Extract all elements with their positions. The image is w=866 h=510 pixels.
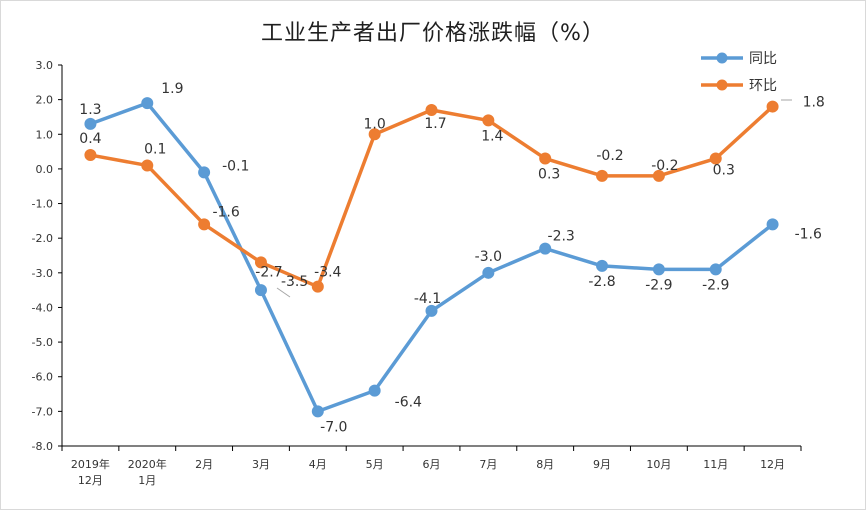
leader-line <box>276 287 291 298</box>
data-point <box>84 117 97 130</box>
data-point <box>254 284 267 297</box>
data-label: -0.2 <box>596 148 623 164</box>
data-label: 0.1 <box>144 141 166 157</box>
legend-label: 环比 <box>749 78 777 94</box>
data-point <box>596 169 609 182</box>
data-label: -3.4 <box>314 265 341 281</box>
y-tick-label: -3.0 <box>32 267 53 280</box>
y-tick-label: -8.0 <box>32 440 53 453</box>
data-label: -2.8 <box>588 274 615 290</box>
x-tick-label: 11月 <box>703 458 728 471</box>
x-tick-label: 12月 <box>78 474 103 487</box>
y-tick-label: -4.0 <box>32 301 53 314</box>
data-label: -0.2 <box>651 158 678 174</box>
x-tick-label: 3月 <box>252 458 270 471</box>
data-label: 1.3 <box>79 102 101 118</box>
data-label: 0.3 <box>713 163 735 179</box>
data-label: 1.8 <box>803 95 825 111</box>
y-tick-label: -1.0 <box>32 198 53 211</box>
data-point <box>482 114 495 127</box>
data-label: -1.6 <box>212 204 239 220</box>
data-point <box>652 263 665 276</box>
data-point <box>709 152 722 165</box>
data-point <box>425 104 438 117</box>
chart-title: 工业生产者出厂价格涨跌幅（%） <box>261 21 605 46</box>
y-tick-label: 0.0 <box>36 163 54 176</box>
x-tick-label: 5月 <box>366 458 384 471</box>
data-label: -2.7 <box>255 264 282 280</box>
data-label: -7.0 <box>320 419 347 435</box>
data-point <box>368 384 381 397</box>
x-tick-label: 1月 <box>138 474 156 487</box>
y-tick-label: 3.0 <box>36 59 54 72</box>
data-point <box>596 259 609 272</box>
data-point <box>311 405 324 418</box>
data-label: -2.9 <box>702 277 729 293</box>
x-tick-label: 2020年 <box>128 457 167 471</box>
y-tick-label: 2.0 <box>36 94 54 107</box>
data-point <box>425 304 438 317</box>
legend-label: 同比 <box>749 51 777 67</box>
data-point <box>709 263 722 276</box>
data-point <box>652 169 665 182</box>
x-tick-label: 6月 <box>423 458 441 471</box>
x-tick-label: 10月 <box>646 458 671 471</box>
x-tick-label: 7月 <box>479 458 497 471</box>
data-label: 1.7 <box>424 116 446 132</box>
x-tick-label: 12月 <box>760 458 785 471</box>
data-label: -0.1 <box>222 158 249 174</box>
data-point <box>311 280 324 293</box>
data-label: -2.9 <box>645 277 672 293</box>
legend-marker <box>716 79 728 91</box>
data-point <box>84 149 97 162</box>
data-label: -6.4 <box>395 395 422 411</box>
x-tick-label: 2月 <box>195 458 213 471</box>
y-tick-label: -7.0 <box>32 405 53 418</box>
data-point <box>368 128 381 141</box>
y-tick-label: 1.0 <box>36 128 54 141</box>
data-point <box>198 218 211 231</box>
y-tick-label: -6.0 <box>32 371 53 384</box>
data-point <box>198 166 211 179</box>
data-label: 1.4 <box>481 128 503 144</box>
data-label: 1.9 <box>161 81 183 97</box>
series-line-0 <box>89 101 774 414</box>
data-point <box>539 242 552 255</box>
data-point <box>141 159 154 172</box>
data-label: 0.3 <box>538 167 560 183</box>
y-tick-label: -5.0 <box>32 336 53 349</box>
data-point <box>141 97 154 110</box>
data-label: -4.1 <box>414 291 441 307</box>
data-point <box>539 152 552 165</box>
y-tick-label: -2.0 <box>32 232 53 245</box>
x-tick-label: 2019年 <box>71 457 110 471</box>
data-label: -1.6 <box>795 226 822 242</box>
series-line-1 <box>90 105 774 289</box>
legend-marker <box>716 52 728 64</box>
data-point <box>254 256 267 269</box>
data-label: -3.0 <box>475 249 502 265</box>
data-label: -2.3 <box>548 229 575 245</box>
x-tick-label: 4月 <box>309 458 327 471</box>
data-label: -3.5 <box>281 274 308 290</box>
data-label: 0.4 <box>79 131 101 147</box>
data-point <box>482 266 495 279</box>
data-label: 1.0 <box>364 116 386 132</box>
x-tick-label: 9月 <box>593 458 611 471</box>
data-point <box>766 100 779 113</box>
x-tick-label: 8月 <box>536 458 554 471</box>
data-point <box>766 218 779 231</box>
